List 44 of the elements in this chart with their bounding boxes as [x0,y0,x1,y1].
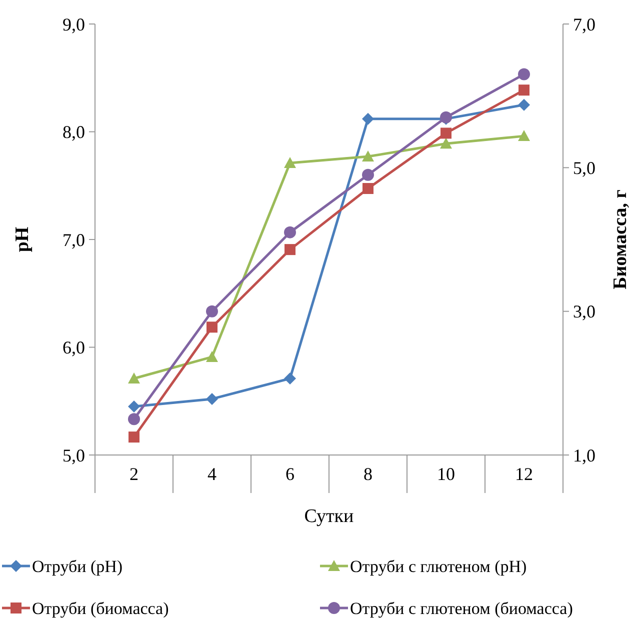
point [362,168,374,181]
y2-tick-label: 5,0 [573,158,596,178]
y-tick-label: 6,0 [62,338,85,358]
x-axis-title: Сутки [304,506,354,527]
y-tick-label: 8,0 [62,122,85,142]
point [284,372,296,384]
point [518,98,530,111]
x-tick-label: 6 [286,464,294,484]
x-tick-label: 8 [364,464,372,484]
legend-label: Отруби (pH) [32,556,123,576]
point [440,138,452,149]
point [284,244,296,256]
point [128,372,140,384]
x-tick-label: 4 [208,464,216,484]
y-tick-label: 5,0 [62,445,85,466]
x-tick-label: 12 [515,464,533,484]
point [206,392,218,405]
point [128,413,140,426]
point [440,128,452,139]
x-tick-label: 10 [437,464,455,484]
point [128,400,140,413]
y2-tick-label: 1,0 [573,445,596,466]
point [518,68,530,80]
point [362,112,374,125]
point [284,157,296,168]
point [206,350,218,362]
point [362,183,374,194]
y-tick-label: 9,0 [62,14,85,34]
point [206,322,218,333]
point [128,432,140,443]
point [206,305,218,318]
y-tick-label: 7,0 [62,230,85,250]
x-tick-label: 2 [130,464,138,484]
point [518,130,530,142]
legend-label: Отруби (биомасса) [32,598,169,618]
y2-tick-label: 7,0 [573,14,596,34]
legend-label: Отруби с глютеном (pH) [350,556,527,576]
point [362,150,374,162]
y2-tick-label: 3,0 [573,302,596,322]
point [284,226,296,238]
y2-axis-title: Биомасса, г [610,189,631,290]
y-axis-title: pH [12,226,33,252]
legend-label: Отруби с глютеном (биомасса) [350,598,573,618]
point [518,84,530,96]
